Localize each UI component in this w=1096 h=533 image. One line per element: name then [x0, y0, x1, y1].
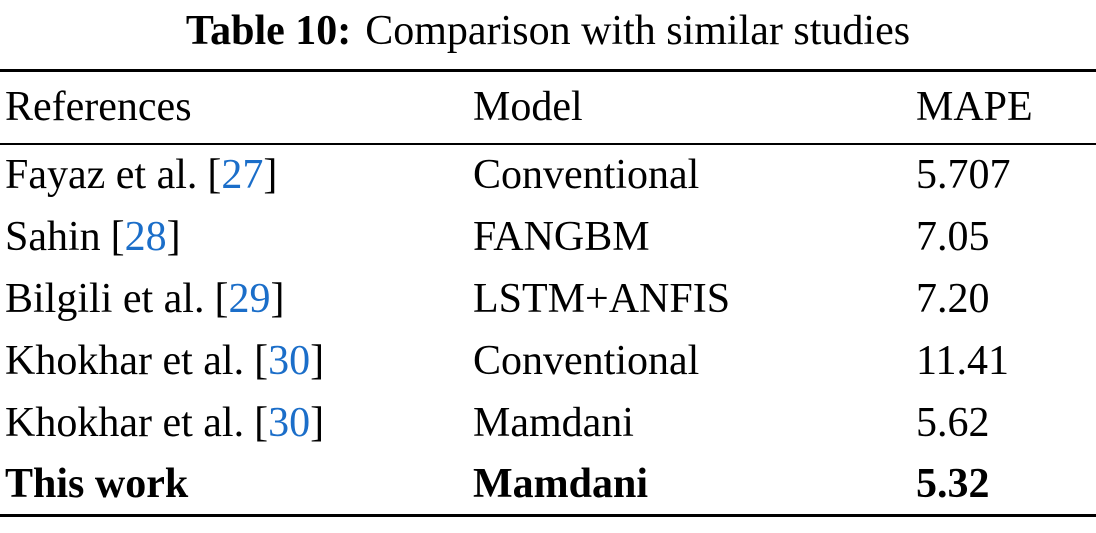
- citation: [30]: [254, 337, 325, 384]
- mape-value: 5.32: [916, 460, 990, 507]
- table-caption: Table 10: Comparison with similar studies: [0, 0, 1096, 69]
- table-body: Fayaz et al. [27] Conventional 5.707 Sahi…: [0, 144, 1096, 516]
- table-row: This work Mamdani 5.32: [0, 454, 1096, 516]
- citation-link[interactable]: 29: [228, 275, 271, 322]
- reference-text: Sahin: [5, 213, 101, 260]
- reference-cell: Fayaz et al. [27]: [0, 144, 473, 206]
- model-cell: Conventional: [473, 330, 916, 392]
- model-cell: LSTM+ANFIS: [473, 268, 916, 330]
- model-text: Conventional: [473, 152, 700, 198]
- mape-value: 7.20: [916, 275, 990, 322]
- citation: [29]: [214, 275, 285, 322]
- reference-text: Bilgili et al.: [5, 275, 205, 322]
- table-row: Khokhar et al. [30] Mamdani 5.62: [0, 392, 1096, 454]
- model-cell: Conventional: [473, 144, 916, 206]
- citation: [30]: [254, 399, 325, 446]
- model-text: Conventional: [473, 337, 700, 384]
- comparison-table: References Model MAPE Fayaz et al. [27] C…: [0, 69, 1096, 517]
- reference-cell: This work: [0, 454, 473, 516]
- table-row: Khokhar et al. [30] Conventional 11.41: [0, 330, 1096, 392]
- table-row: Fayaz et al. [27] Conventional 5.707: [0, 144, 1096, 206]
- mape-cell: 7.20: [916, 268, 1096, 330]
- reference-text: Khokhar et al.: [5, 337, 245, 384]
- reference-text: Fayaz et al.: [5, 152, 198, 198]
- model-text: FANGBM: [473, 213, 650, 260]
- model-cell: FANGBM: [473, 206, 916, 268]
- mape-cell: 5.32: [916, 454, 1096, 516]
- reference-cell: Bilgili et al. [29]: [0, 268, 473, 330]
- citation-link[interactable]: 27: [221, 152, 264, 198]
- mape-value: 5.62: [916, 399, 990, 446]
- citation-link[interactable]: 30: [268, 337, 311, 384]
- mape-cell: 5.62: [916, 392, 1096, 454]
- citation: [27]: [207, 152, 278, 198]
- reference-text: This work: [5, 460, 189, 507]
- citation-link[interactable]: 28: [124, 213, 167, 260]
- column-header-references: References: [5, 84, 192, 131]
- column-header-model: Model: [473, 84, 583, 131]
- model-text: LSTM+ANFIS: [473, 275, 731, 322]
- table-header: References Model MAPE: [0, 70, 1096, 144]
- column-header-mape: MAPE: [916, 84, 1033, 131]
- table-caption-text: Comparison with similar studies: [365, 8, 911, 54]
- reference-cell: Khokhar et al. [30]: [0, 392, 473, 454]
- table-row: Bilgili et al. [29] LSTM+ANFIS 7.20: [0, 268, 1096, 330]
- model-text: Mamdani: [473, 460, 649, 507]
- mape-cell: 5.707: [916, 144, 1096, 206]
- reference-text: Khokhar et al.: [5, 399, 245, 446]
- model-cell: Mamdani: [473, 454, 916, 516]
- model-text: Mamdani: [473, 399, 634, 446]
- reference-cell: Sahin [28]: [0, 206, 473, 268]
- mape-value: 11.41: [916, 337, 1009, 384]
- reference-cell: Khokhar et al. [30]: [0, 330, 473, 392]
- table-row: Sahin [28] FANGBM 7.05: [0, 206, 1096, 268]
- header-row: References Model MAPE: [0, 70, 1096, 144]
- mape-cell: 7.05: [916, 206, 1096, 268]
- citation-link[interactable]: 30: [268, 399, 311, 446]
- mape-value: 7.05: [916, 213, 990, 260]
- model-cell: Mamdani: [473, 392, 916, 454]
- citation: [28]: [110, 213, 181, 260]
- table-caption-label: Table 10:: [185, 8, 352, 54]
- mape-cell: 11.41: [916, 330, 1096, 392]
- mape-value: 5.707: [916, 152, 1011, 198]
